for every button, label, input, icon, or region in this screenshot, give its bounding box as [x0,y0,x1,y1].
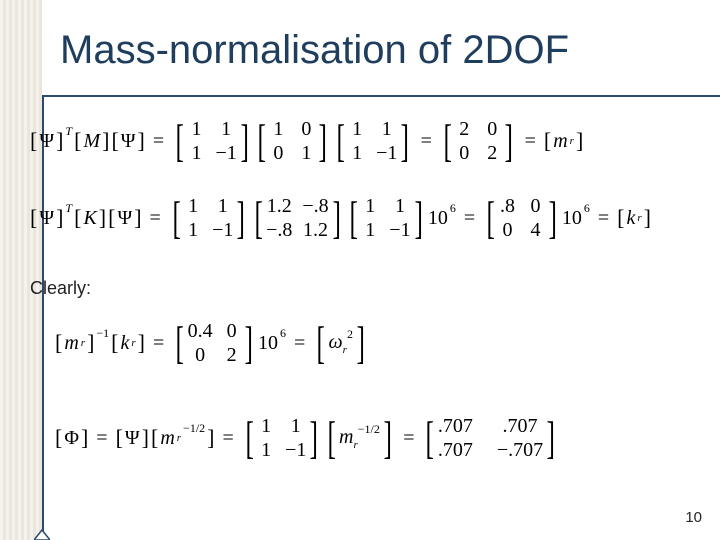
horizontal-rule [42,95,720,97]
equation-2: [Ψ]T [K] [Ψ] = [ 11 1−1 ] [ 1.2−.8 −.81.… [30,195,651,241]
clearly-label: Clearly: [30,278,91,299]
title-container: Mass-normalisation of 2DOF [60,28,700,73]
equation-1: [Ψ]T [M] [Ψ] = [ 11 1−1 ] [ 10 01 ] [ 11… [30,118,583,164]
page-number: 10 [685,509,702,526]
page-title: Mass-normalisation of 2DOF [60,28,700,73]
footer-notch-decoration [34,528,50,540]
equation-4: [Φ] = [Ψ] [mr−1/2] = [ 11 1−1 ] [ mr−1/2… [55,415,558,461]
equation-3: [mr]−1 [kr] = [ 0.40 02 ] 106 = [ ωr2 ] [55,320,368,366]
left-stripe-decoration [0,0,42,540]
